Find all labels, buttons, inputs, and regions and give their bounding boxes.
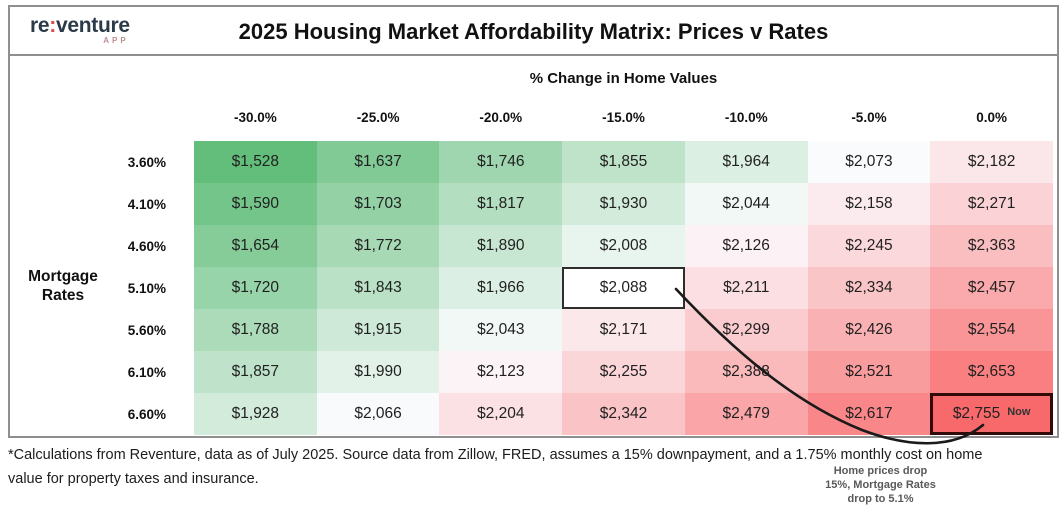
column-label: -10.0% [724, 110, 768, 125]
matrix-cell: $1,855 [562, 141, 685, 183]
matrix-cell: $1,817 [439, 183, 563, 225]
column-label: -15.0% [602, 110, 645, 125]
matrix-cell: $1,772 [316, 225, 440, 267]
matrix-cell: $1,966 [439, 267, 563, 309]
matrix-cell: $2,363 [930, 225, 1053, 267]
arrow-annotation: Home prices drop 15%, Mortgage Rates dro… [798, 464, 963, 506]
matrix-cell: $2,066 [316, 393, 440, 435]
matrix-cell: $1,928 [194, 393, 317, 435]
matrix-cell: $2,182 [930, 141, 1053, 183]
column-label: -20.0% [479, 110, 523, 125]
annotation-line: 15%, Mortgage Rates [825, 479, 936, 491]
matrix-cell: $2,043 [439, 309, 563, 351]
matrix-cell: $2,299 [684, 309, 808, 351]
matrix-cell: $2,255 [562, 351, 685, 393]
matrix-cell: $1,964 [684, 141, 808, 183]
matrix-cell: $1,746 [439, 141, 563, 183]
matrix-cell: $2,342 [562, 393, 685, 435]
matrix-cell: $1,930 [562, 183, 685, 225]
logo-colon: : [49, 14, 56, 37]
matrix-cell: $1,654 [194, 225, 317, 267]
now-cell: $2,755 Now [930, 393, 1053, 435]
matrix-cell: $1,843 [316, 267, 440, 309]
matrix-cell: $2,554 [930, 309, 1053, 351]
matrix-cell: $1,637 [316, 141, 440, 183]
matrix-cell: $1,590 [194, 183, 317, 225]
row-group-label: Mortgage Rates [28, 268, 98, 304]
matrix-cell: $1,720 [194, 267, 317, 309]
matrix-cell: $2,479 [684, 393, 808, 435]
column-label: -5.0% [851, 110, 887, 125]
matrix-cell: $2,171 [562, 309, 685, 351]
matrix-cell: $1,890 [439, 225, 563, 267]
row-label: 4.60% [127, 238, 166, 254]
now-badge: Now [1007, 406, 1031, 418]
annotation-line: drop to 5.1% [847, 493, 914, 505]
logo-app-label: APP [103, 36, 129, 45]
matrix-grid: $1,528 $1,637 $1,746 $1,855 $1,964 $2,073 $2,1… [194, 141, 1053, 435]
column-label: -25.0% [356, 110, 400, 125]
row-label: 5.60% [127, 322, 166, 338]
column-label: 0.0% [976, 110, 1008, 125]
matrix-cell: $2,158 [807, 183, 931, 225]
row-label: 6.60% [127, 406, 166, 422]
logo-wordmark: re:venture [30, 14, 130, 37]
header-band: re:venture APP 2025 Housing Market Affor… [8, 5, 1059, 56]
column-labels: -30.0% -25.0% -20.0% -15.0% -10.0% -5.0% 0.0% [194, 110, 1053, 125]
row-labels: 3.60% 4.10% 4.60% 5.10% 5.60% 6.10% 6.60% [50, 141, 188, 435]
matrix-cell: $1,857 [194, 351, 317, 393]
matrix-cell: $2,211 [684, 267, 808, 309]
matrix-cell: $2,204 [439, 393, 563, 435]
matrix-cell: $2,126 [684, 225, 808, 267]
matrix-cell: $2,521 [807, 351, 931, 393]
page-title: 2025 Housing Market Affordability Matrix… [238, 19, 829, 44]
reventure-logo: re:venture APP [30, 15, 130, 45]
matrix-cell: $1,788 [194, 309, 317, 351]
matrix-cell: $2,044 [684, 183, 808, 225]
row-label: 5.10% [127, 280, 166, 296]
matrix-cell: $2,123 [439, 351, 563, 393]
matrix-cell: $1,703 [316, 183, 440, 225]
column-label: -30.0% [233, 110, 277, 125]
matrix-cell: $2,245 [807, 225, 931, 267]
annotation-line: Home prices drop [833, 465, 928, 477]
matrix-cell: $1,915 [316, 309, 440, 351]
matrix-cell: $2,271 [930, 183, 1053, 225]
matrix-cell: $2,426 [807, 309, 931, 351]
column-group-label: % Change in Home Values [529, 70, 718, 87]
highlighted-cell: $2,088 [562, 267, 685, 309]
matrix-cell: $2,008 [562, 225, 685, 267]
matrix-panel: % Change in Home Values -30.0% -25.0% -20.… [8, 56, 1059, 438]
matrix-cell: $2,457 [930, 267, 1053, 309]
matrix-cell: $2,617 [807, 393, 931, 435]
matrix-cell: $1,990 [316, 351, 440, 393]
matrix-cell: $2,334 [807, 267, 931, 309]
row-label: 3.60% [127, 154, 166, 170]
row-label: 6.10% [127, 364, 166, 380]
matrix-cell: $1,528 [194, 141, 317, 183]
footnote: *Calculations from Reventure, data as of… [8, 447, 983, 487]
matrix-cell: $2,073 [807, 141, 931, 183]
row-label: 4.10% [127, 196, 166, 212]
matrix-cell: $2,388 [684, 351, 808, 393]
matrix-cell: $2,653 [930, 351, 1053, 393]
